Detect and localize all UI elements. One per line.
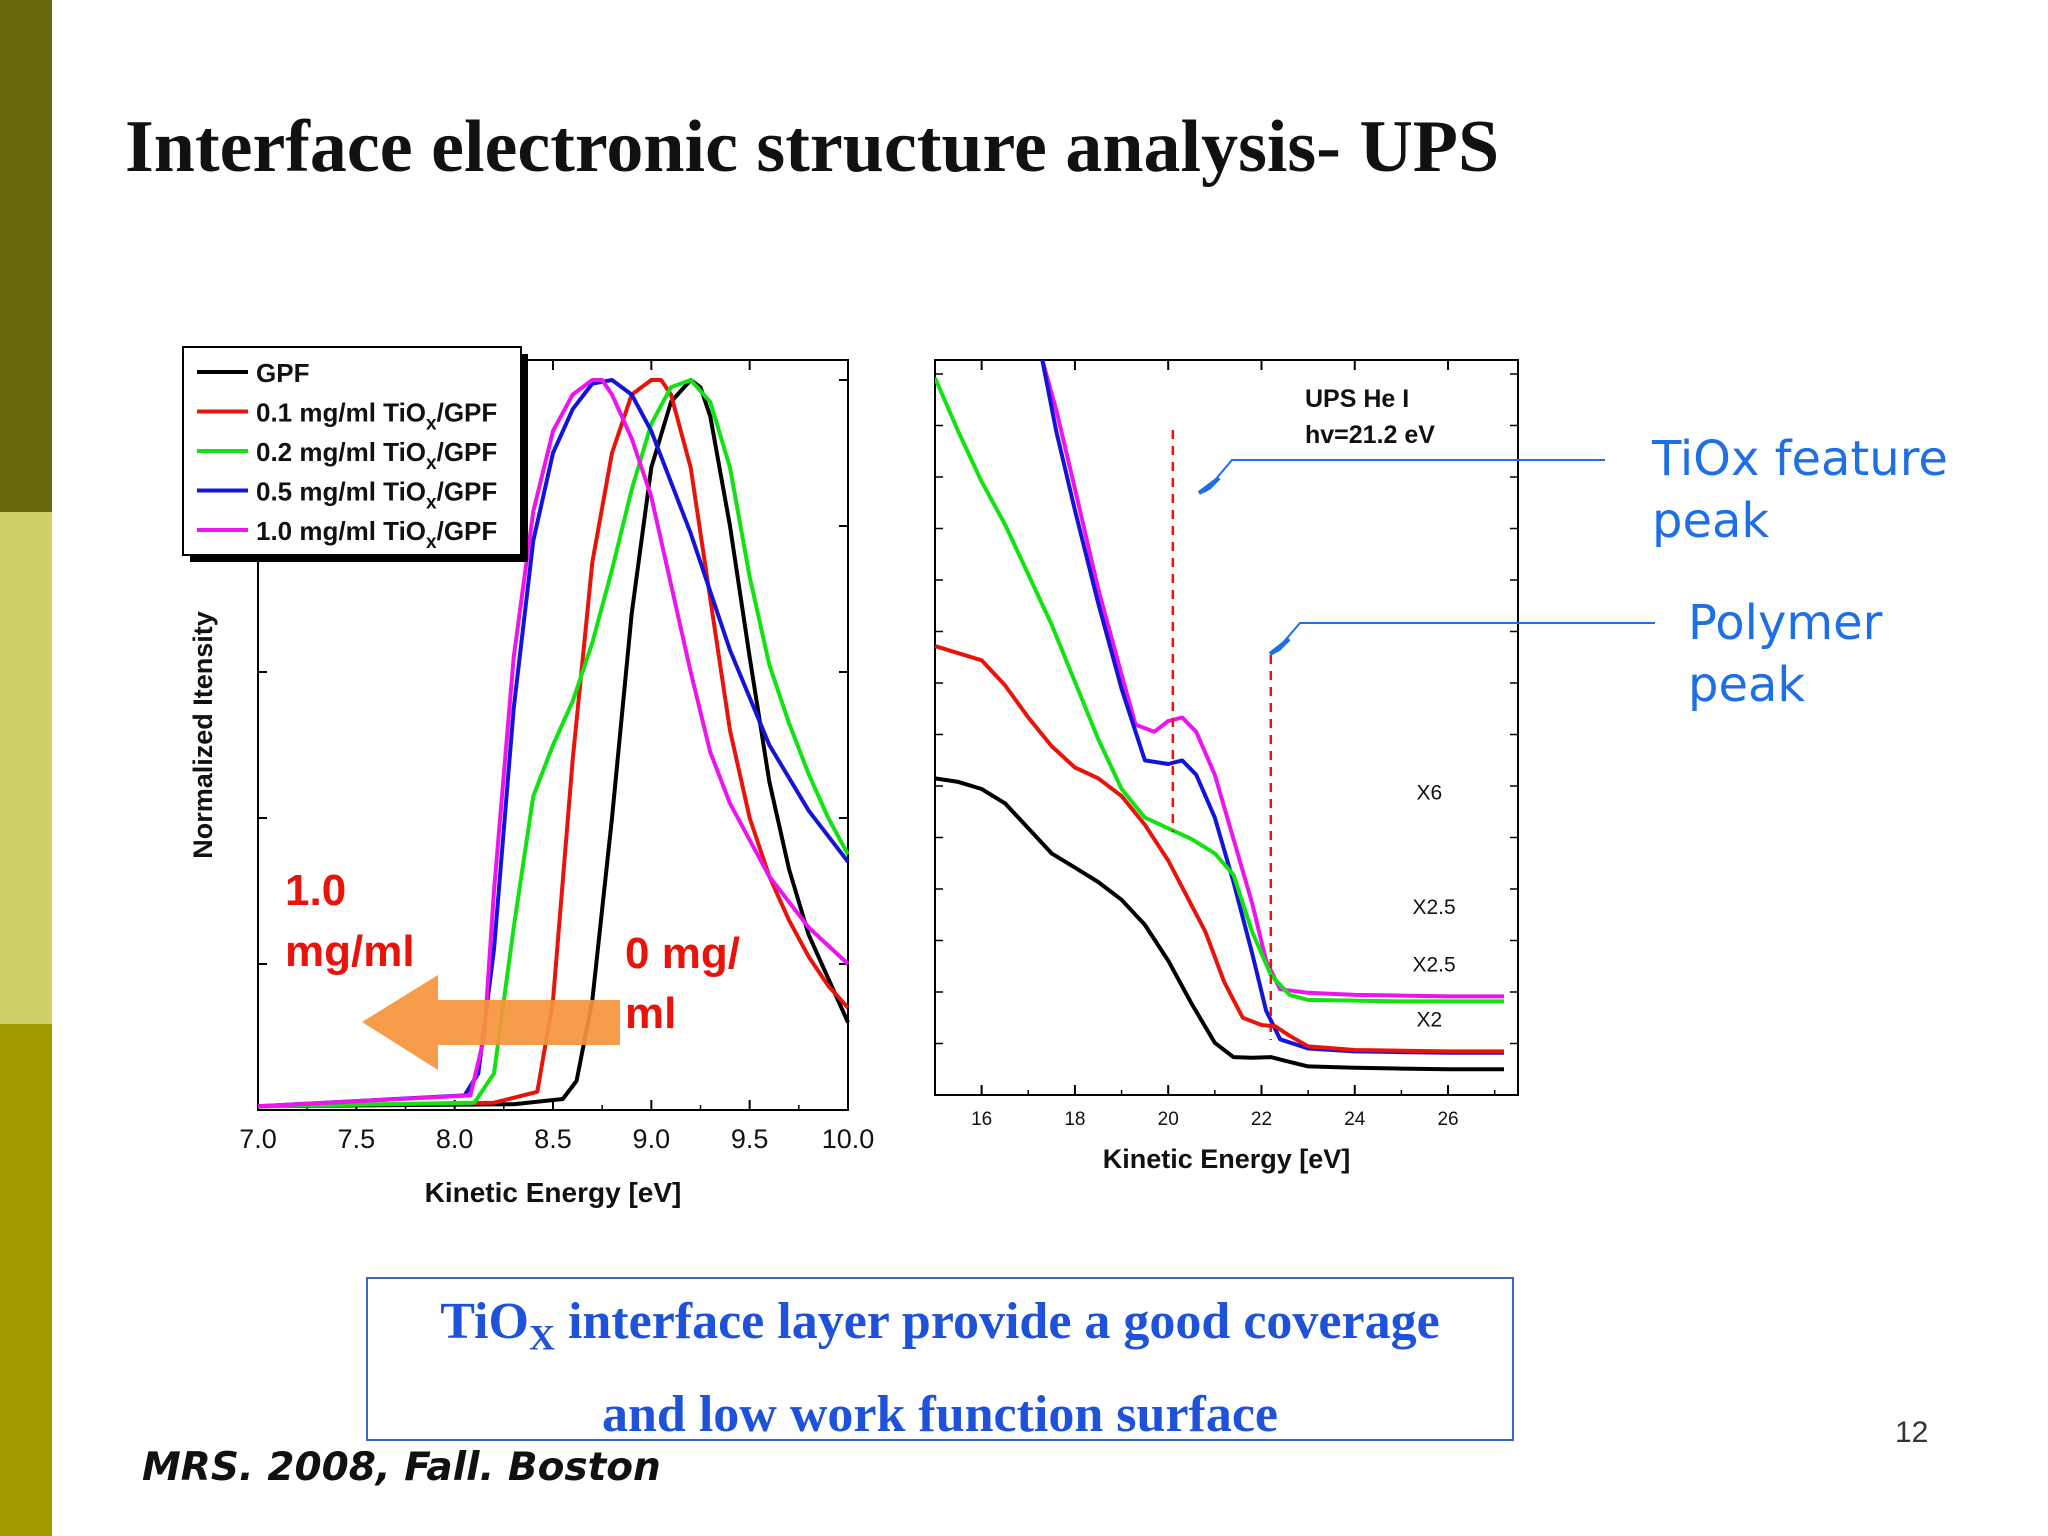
polymer-annotation-line2: peak [1688,657,1806,713]
left-series-line-1 [257,378,850,1109]
sidebar-band-bottom [0,1024,52,1536]
annotation-pointers [1197,459,1655,656]
polymer-peak-annotation: Polymer peak [1688,592,1882,716]
tiox-pointer-line [1204,459,1605,493]
left-x-tick-label: 7.5 [338,1124,376,1154]
left-x-axis-label: Kinetic Energy [eV] [425,1177,682,1208]
polymer-pointer-arrowhead [1268,637,1291,656]
left-x-tick-label: 7.0 [239,1124,277,1154]
slide-title: Interface electronic structure analysis-… [125,106,1500,188]
right-scale-label-3: X2 [1417,1008,1443,1031]
sidebar-band-top [0,0,52,512]
left-label-concentration-unit: mg/ml [285,927,415,976]
right-scale-label-2: X2.5 [1412,953,1455,976]
right-series-line-4 [935,776,1504,1072]
conclusion-tiox-subscript: X [528,1317,555,1358]
right-annotation-photon-energy: hv=21.2 eV [1305,421,1435,449]
legend-entry-0: GPF [256,358,309,388]
right-series-line-1 [1040,360,1504,1055]
right-annotation-source: UPS He I [1305,385,1409,413]
right-series-line-0 [1040,360,1504,999]
right-x-tick-label: 24 [1344,1109,1366,1130]
tiox-pointer-arrowhead [1197,476,1221,495]
left-x-tick-label: 10.0 [822,1124,875,1154]
conclusion-box: TiOX interface layer provide a good cove… [366,1277,1514,1443]
conclusion-line1: TiOX interface layer provide a good cove… [368,1283,1512,1376]
legend-entry-4: 1.0 mg/ml TiOx/GPF [256,516,497,553]
right-x-tick-label: 16 [971,1109,992,1130]
left-series-line-2 [257,378,850,1109]
shift-arrow [362,975,620,1070]
right-label-zero-value: 0 mg/ [625,929,740,978]
right-x-tick-label: 26 [1437,1109,1458,1130]
right-series-line-3 [935,644,1504,1054]
right-plot-frame [934,359,1519,1096]
right-label-zero-unit: ml [625,989,676,1038]
left-label-concentration-value: 1.0 [285,866,346,915]
legend-entry-1: 0.1 mg/ml TiOx/GPF [256,398,497,435]
right-x-axis-label: Kinetic Energy [eV] [1103,1144,1351,1174]
left-x-tick-label: 8.5 [534,1124,572,1154]
tiox-annotation-line2: peak [1652,493,1770,549]
left-chart: 7.0 7.5 8.0 8.5 9.0 9.5 10.0 Kinetic Energy [eV… [182,346,875,1208]
left-x-tick-label: 9.5 [731,1124,769,1154]
sidebar-band-middle [0,512,52,1024]
right-x-tick-label: 22 [1251,1109,1272,1130]
citation: MRS. 2008, Fall. Boston [142,1445,661,1490]
tiox-feature-annotation: TiOx feature peak [1652,428,1948,552]
right-x-tick-label: 18 [1064,1109,1085,1130]
tiox-annotation-line1: TiOx feature [1652,431,1948,487]
conclusion-line2: and low work function surface [601,1386,1279,1444]
conclusion-tiox: TiO [440,1293,529,1350]
legend-entry-3: 0.5 mg/ml TiOx/GPF [256,477,497,514]
page-number: 12 [1895,1416,1929,1449]
left-y-axis-label: Normalized Itensity [188,611,218,859]
right-x-tick-label: 20 [1158,1109,1179,1130]
left-x-tick-label: 9.0 [633,1124,671,1154]
right-series-line-2 [935,377,1504,1004]
conclusion-text: interface layer provide a good coverage [554,1293,1440,1350]
right-scale-label-0: X6 [1417,782,1443,805]
right-chart: 16 18 20 22 24 26 Kinetic Energy [eV] UPS He I h… [934,359,1519,1174]
polymer-annotation-line1: Polymer [1688,595,1883,651]
legend-entry-2: 0.2 mg/ml TiOx/GPF [256,437,497,474]
polymer-pointer-line [1274,622,1655,653]
left-x-tick-label: 8.0 [436,1124,474,1154]
right-scale-label-1: X2.5 [1412,896,1455,919]
left-series-line-4 [257,378,850,1109]
